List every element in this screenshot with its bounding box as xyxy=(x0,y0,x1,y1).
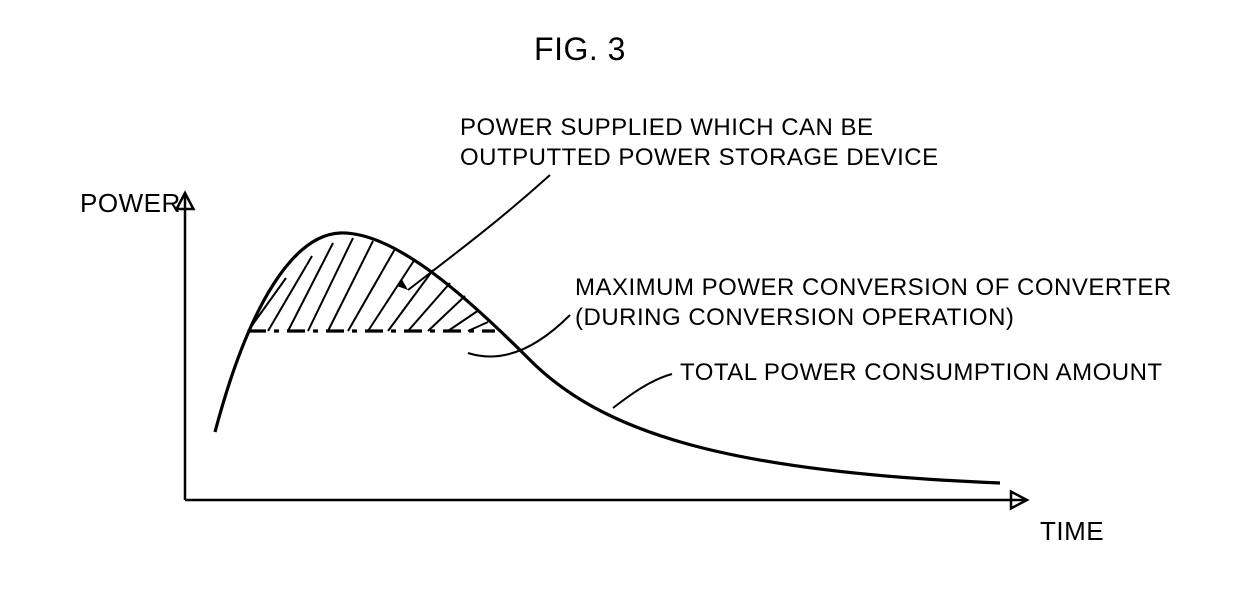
hatch-line xyxy=(348,249,395,331)
callout-leader xyxy=(468,315,570,357)
total-power-curve xyxy=(215,233,1000,483)
hatched-region xyxy=(248,238,488,331)
callout-text-line2: OUTPUTTED POWER STORAGE DEVICE xyxy=(460,144,939,171)
callout-text: TOTAL POWER CONSUMPTION AMOUNT xyxy=(680,359,1163,386)
callout-text-line1: MAXIMUM POWER CONVERSION OF CONVERTER xyxy=(575,274,1172,301)
callout-total-power-consumption: TOTAL POWER CONSUMPTION AMOUNT xyxy=(613,359,1163,408)
callout-text-line2: (DURING CONVERSION OPERATION) xyxy=(575,304,1014,331)
callout-text-line1: POWER SUPPLIED WHICH CAN BE xyxy=(460,114,874,141)
arrowhead-icon xyxy=(397,280,408,290)
callout-max-power-conversion: MAXIMUM POWER CONVERSION OF CONVERTER (D… xyxy=(468,274,1172,357)
hatch-line xyxy=(368,259,415,331)
hatch-line xyxy=(328,241,373,331)
callout-leader xyxy=(408,175,550,290)
callout-power-supplied: POWER SUPPLIED WHICH CAN BE OUTPUTTED PO… xyxy=(397,114,939,290)
y-axis-label: POWER xyxy=(80,188,181,218)
figure-title: FIG. 3 xyxy=(534,31,626,67)
x-axis-label: TIME xyxy=(1040,516,1104,546)
hatch-line xyxy=(308,238,353,331)
hatch-line xyxy=(388,270,433,331)
callout-leader xyxy=(613,374,672,408)
hatch-line xyxy=(408,283,450,331)
